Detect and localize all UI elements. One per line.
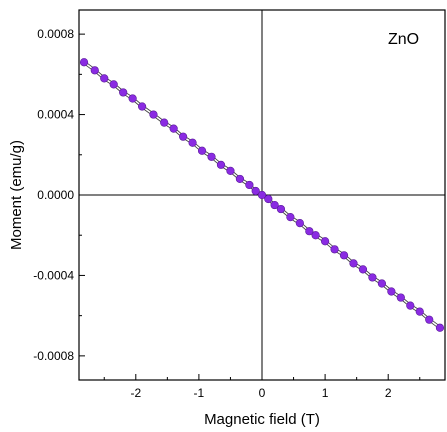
data-point: [100, 74, 109, 83]
data-point: [109, 80, 118, 89]
data-point: [79, 58, 89, 67]
data-point: [235, 174, 245, 184]
data-point: [216, 160, 226, 169]
data-point: [406, 301, 415, 310]
x-tick-label: -1: [194, 386, 205, 400]
data-point: [179, 132, 188, 141]
x-tick-label: 0: [259, 386, 266, 400]
data-point: [207, 152, 216, 161]
data-point: [264, 194, 273, 204]
data-point: [257, 190, 267, 200]
data-point: [286, 213, 295, 222]
data-point: [138, 102, 147, 111]
data-point: [425, 315, 434, 324]
data-point: [415, 307, 424, 316]
y-tick-label: -0.0008: [33, 349, 74, 363]
series-group: [79, 58, 445, 332]
data-point: [119, 88, 128, 97]
data-point: [226, 166, 235, 175]
x-tick-label: 2: [385, 386, 392, 400]
data-point: [396, 293, 405, 302]
data-point: [197, 146, 207, 155]
x-tick-label: -2: [130, 386, 141, 400]
data-point: [149, 110, 158, 119]
y-tick-label: -0.0004: [33, 268, 74, 282]
data-point: [387, 287, 396, 296]
y-axis-title: Moment (emu/g): [8, 140, 25, 250]
x-axis-title: Magnetic field (T): [204, 411, 320, 428]
data-point: [90, 66, 99, 75]
y-axis-ticks: -0.0008 -0.0004 0.0000 0.0004 0.0008: [33, 27, 85, 363]
data-point: [358, 265, 368, 274]
data-point: [270, 200, 279, 210]
data-point: [349, 259, 358, 268]
y-tick-label: 0.0008: [37, 27, 74, 41]
data-point: [160, 118, 169, 127]
data-point: [276, 204, 286, 214]
data-point: [330, 245, 339, 254]
data-point: [169, 124, 178, 133]
data-point: [339, 251, 349, 260]
data-point: [295, 219, 304, 228]
data-point: [435, 323, 445, 332]
data-point: [128, 94, 137, 103]
data-point: [305, 227, 314, 236]
data-point: [321, 237, 330, 246]
y-tick-label: 0.0000: [37, 188, 74, 202]
data-point: [251, 186, 260, 196]
chart-annotation: ZnO: [388, 31, 419, 48]
y-tick-label: 0.0004: [37, 108, 74, 122]
data-point: [311, 231, 320, 240]
data-point: [368, 273, 377, 282]
data-point: [377, 279, 386, 288]
x-axis-ticks: -2 -1 0 1 2: [103, 374, 421, 400]
data-point: [188, 138, 197, 147]
x-tick-label: 1: [322, 386, 329, 400]
data-point: [245, 180, 254, 190]
